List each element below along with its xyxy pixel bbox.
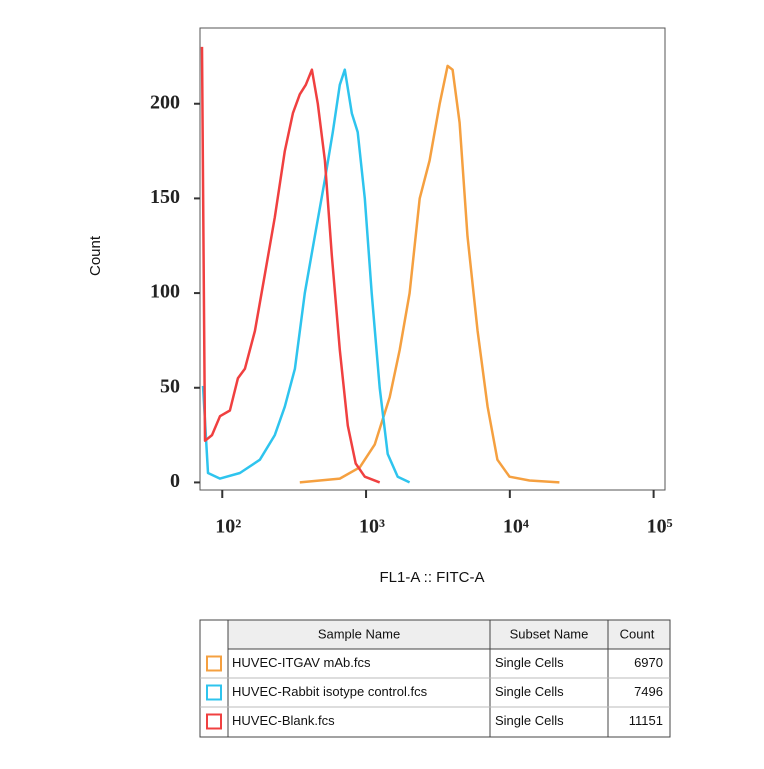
legend-table: Sample Name Subset Name Count	[199, 619, 671, 738]
y-tick-label: 150	[150, 186, 180, 208]
legend-swatch	[206, 713, 222, 730]
y-tick-label: 100	[150, 281, 180, 303]
x-tick-label: 10⁵	[647, 516, 673, 538]
table-header-text: Subset Name	[510, 626, 589, 641]
legend-name: HUVEC-Blank.fcs	[232, 713, 335, 728]
x-axis-label: FL1-A :: FITC-A	[379, 569, 484, 586]
table-header-text: Sample Name	[318, 626, 400, 641]
series-line	[201, 68, 411, 484]
y-tick-label: 0	[170, 470, 180, 492]
x-tick-label: 10³	[359, 516, 385, 538]
table-count: 7496	[634, 684, 663, 699]
y-tick-label: 50	[160, 375, 180, 397]
y-tick-label: 200	[150, 91, 180, 113]
series-line	[200, 46, 381, 484]
plot-frame	[199, 27, 666, 491]
legend-swatch	[206, 655, 222, 672]
x-tick-label: 10⁴	[503, 516, 529, 538]
legend-name: HUVEC-Rabbit isotype control.fcs	[232, 684, 428, 699]
table-subset: Single Cells	[495, 713, 564, 728]
y-axis-label: Count	[87, 235, 104, 276]
series-line	[299, 64, 560, 484]
table-subset: Single Cells	[495, 684, 564, 699]
table-count: 6970	[634, 655, 663, 670]
table-subset: Single Cells	[495, 655, 564, 670]
table-header	[227, 619, 671, 650]
table-header-text: Count	[620, 626, 655, 641]
legend-swatch	[206, 684, 222, 701]
x-tick-label: 10²	[215, 516, 241, 538]
legend-name: HUVEC-ITGAV mAb.fcs	[232, 655, 371, 670]
table-count: 11151	[629, 713, 663, 728]
